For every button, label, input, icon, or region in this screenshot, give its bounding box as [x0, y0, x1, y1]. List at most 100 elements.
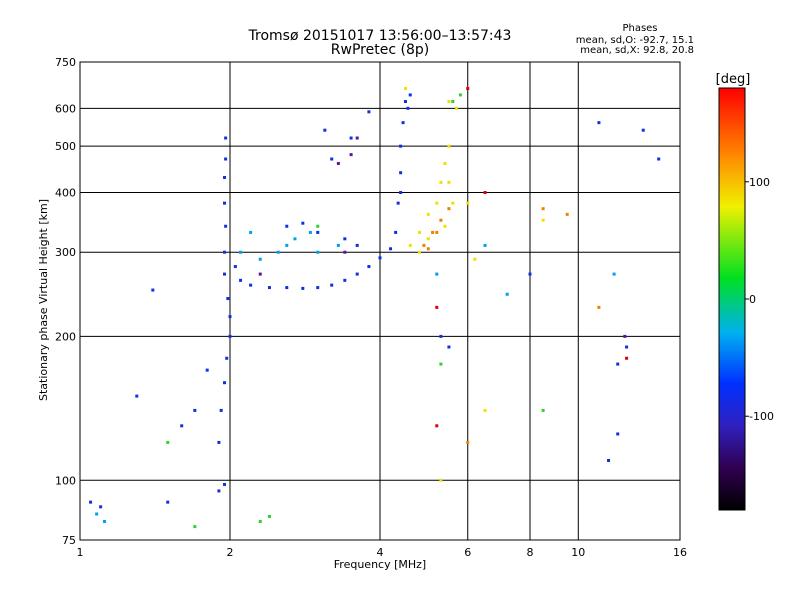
- data-point: [223, 272, 227, 276]
- data-point: [151, 288, 155, 292]
- data-point: [394, 230, 398, 234]
- data-point: [219, 408, 223, 412]
- data-point: [439, 362, 443, 366]
- data-point: [623, 334, 627, 338]
- data-point: [403, 100, 407, 104]
- data-point: [166, 500, 170, 504]
- data-point: [483, 408, 487, 412]
- data-point: [180, 424, 184, 428]
- data-point: [239, 250, 243, 254]
- data-point: [541, 218, 545, 222]
- data-point: [316, 224, 320, 228]
- data-point: [249, 230, 253, 234]
- data-point: [466, 87, 470, 91]
- y-tick-label: 750: [55, 56, 76, 69]
- data-point: [224, 157, 228, 161]
- data-point: [349, 153, 353, 157]
- data-point: [435, 272, 439, 276]
- data-point: [223, 482, 227, 486]
- data-point: [239, 278, 243, 282]
- colorbar-unit-label: [deg]: [716, 72, 751, 87]
- data-point: [367, 265, 371, 269]
- data-point: [95, 512, 99, 516]
- data-point: [443, 161, 447, 165]
- data-point: [458, 93, 462, 97]
- data-point: [616, 362, 620, 366]
- data-point: [435, 230, 439, 234]
- data-point: [316, 250, 320, 254]
- data-point: [541, 207, 545, 211]
- data-point: [267, 514, 271, 518]
- data-point: [217, 440, 221, 444]
- data-point: [285, 243, 289, 247]
- data-point: [447, 180, 451, 184]
- data-point: [466, 440, 470, 444]
- data-point: [355, 243, 359, 247]
- data-point: [217, 489, 221, 493]
- data-point: [99, 505, 103, 509]
- data-point: [301, 221, 305, 225]
- data-point: [597, 305, 601, 309]
- data-point: [228, 334, 232, 338]
- data-point: [408, 243, 412, 247]
- data-point: [435, 305, 439, 309]
- data-point: [89, 500, 93, 504]
- colorbar-tick-label: 0: [749, 293, 756, 306]
- data-point: [285, 286, 289, 290]
- data-point: [205, 368, 209, 372]
- data-point: [505, 292, 509, 296]
- data-point: [378, 256, 382, 260]
- y-tick-label: 75: [62, 534, 76, 547]
- data-point: [443, 224, 447, 228]
- data-point: [224, 224, 228, 228]
- stats-x-mode: mean, sd,X: 92.8, 20.8: [580, 45, 694, 56]
- data-point: [323, 128, 327, 132]
- data-point: [451, 100, 455, 104]
- data-point: [447, 144, 451, 148]
- x-axis-label: Frequency [MHz]: [334, 558, 426, 571]
- stats-o-mode: mean, sd,O: -92.7, 15.1: [576, 35, 694, 46]
- data-point: [336, 161, 340, 165]
- data-point: [308, 230, 312, 234]
- y-tick-label: 200: [55, 330, 76, 343]
- data-point: [224, 136, 228, 140]
- data-point: [396, 201, 400, 205]
- y-tick-label: 500: [55, 140, 76, 153]
- data-point: [355, 272, 359, 276]
- grid-lines: [80, 62, 680, 540]
- data-point: [355, 136, 359, 140]
- data-point: [336, 243, 340, 247]
- data-point: [426, 237, 430, 241]
- data-point: [193, 525, 197, 529]
- data-point: [426, 212, 430, 216]
- x-tick-label: 6: [464, 546, 471, 559]
- x-tick-label: 4: [377, 546, 384, 559]
- data-point: [223, 250, 227, 254]
- y-tick-label: 300: [55, 246, 76, 259]
- data-point: [258, 272, 262, 276]
- data-point: [343, 237, 347, 241]
- data-point: [343, 278, 347, 282]
- data-point: [417, 230, 421, 234]
- data-point: [625, 345, 629, 349]
- x-tick-label: 10: [571, 546, 585, 559]
- data-point: [439, 334, 443, 338]
- data-point: [616, 432, 620, 436]
- x-tick-label: 1: [77, 546, 84, 559]
- data-point: [223, 201, 227, 205]
- data-point: [612, 272, 616, 276]
- y-tick-label: 400: [55, 186, 76, 199]
- data-point: [249, 283, 253, 287]
- data-point: [316, 230, 320, 234]
- data-point: [267, 286, 271, 290]
- data-point: [399, 144, 403, 148]
- data-point: [367, 110, 371, 114]
- y-axis-ticks: 75 100 200 300 400 500 600 750: [55, 56, 76, 547]
- data-point: [293, 237, 297, 241]
- colorbar-tick-label: -100: [749, 410, 774, 423]
- data-point: [330, 283, 334, 287]
- data-point: [103, 519, 107, 523]
- stats-heading: Phases: [622, 23, 657, 34]
- x-tick-label: 16: [673, 546, 687, 559]
